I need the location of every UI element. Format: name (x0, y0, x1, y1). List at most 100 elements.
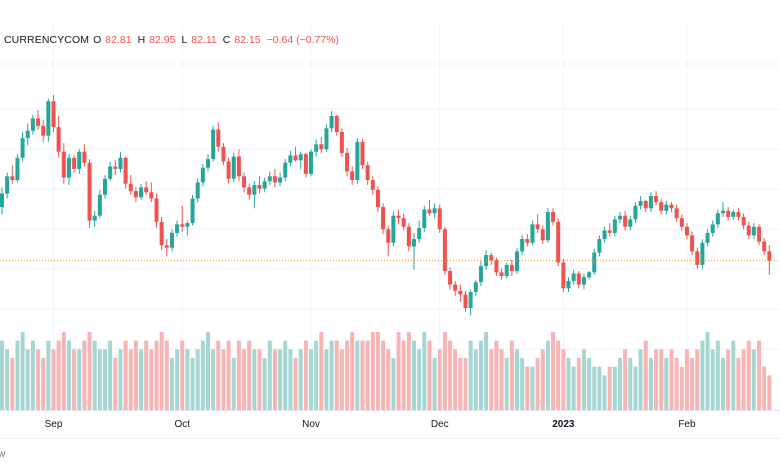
candle (396, 209, 401, 225)
candle-body (309, 151, 313, 174)
candle-body (159, 221, 164, 246)
volume-bar (375, 332, 380, 410)
candle-body (77, 151, 82, 169)
candle (726, 207, 731, 221)
volume-bar (283, 340, 288, 410)
candle-body (180, 224, 185, 227)
volume-bar (77, 349, 82, 410)
volume-bar (690, 358, 695, 410)
candle (190, 194, 195, 226)
candle (695, 247, 700, 269)
candle-body (525, 239, 530, 243)
candlestick-chart[interactable] (0, 24, 780, 410)
candle-body (15, 157, 20, 180)
footer-bar: w (0, 438, 780, 471)
candle-body (247, 187, 252, 195)
candle-body (226, 161, 231, 179)
candle (175, 220, 180, 237)
symbol-name: CURRENCYCOM (4, 34, 90, 46)
candle-body (36, 118, 41, 126)
candle (0, 187, 4, 215)
candle (262, 177, 267, 193)
candle (679, 214, 684, 231)
volume-bar (530, 366, 535, 410)
candle (360, 139, 365, 169)
candle (144, 181, 149, 195)
volume-bar (442, 332, 447, 410)
volume-bar (355, 340, 360, 410)
candle (139, 183, 144, 200)
volume-bar (41, 358, 46, 410)
candle-body (509, 264, 514, 272)
candle (628, 215, 633, 231)
candle-body (607, 230, 612, 233)
candle-body (231, 156, 236, 179)
candle-body (51, 101, 56, 128)
candle-body (710, 224, 715, 233)
volume-bar (638, 349, 643, 410)
low-value: 82.11 (191, 34, 217, 46)
candle (648, 192, 653, 212)
candle (15, 154, 20, 183)
candle (5, 172, 10, 199)
candle-body (762, 241, 767, 252)
candle-body (448, 271, 453, 285)
candle-body (700, 242, 705, 265)
open-label: O (93, 34, 102, 46)
volume-bar (757, 340, 762, 410)
candle (128, 175, 133, 195)
candle (159, 216, 164, 251)
candle-body (381, 207, 386, 230)
candle-body (715, 213, 720, 225)
candle-body (334, 116, 339, 132)
candle-body (113, 166, 118, 169)
candle-body (303, 154, 308, 174)
volume-bar (607, 366, 612, 410)
volume-bar (231, 358, 236, 410)
candle-body (123, 157, 128, 184)
candle-body (674, 208, 679, 219)
candle-body (25, 130, 30, 139)
candle-body (746, 225, 751, 236)
volume-bar (509, 340, 514, 410)
candle-body (396, 215, 401, 219)
chart-area[interactable] (0, 24, 780, 410)
candle-body (695, 251, 700, 265)
open-value: 82.81 (105, 34, 132, 46)
candle-body (267, 176, 272, 182)
candle (715, 209, 720, 228)
candle (618, 212, 622, 224)
grid-lines (0, 24, 780, 410)
candle-body (437, 208, 442, 230)
volume-bar (133, 340, 138, 410)
candle-body (757, 226, 762, 242)
volume-bar (113, 358, 118, 410)
candle (412, 232, 416, 270)
time-axis[interactable]: Sep Oct Nov Dec 2023 Feb (0, 410, 780, 439)
volume-bar (164, 340, 169, 410)
candle-body (144, 187, 149, 193)
candle (118, 151, 123, 173)
candle-body (576, 273, 581, 285)
candle-body (602, 230, 607, 240)
volume-bar (97, 349, 102, 410)
volume-bar (412, 340, 416, 410)
candle-body (726, 210, 731, 217)
volume-bar (401, 340, 406, 410)
candle-body (345, 152, 350, 172)
candle-body (515, 251, 519, 272)
volume-bar (123, 340, 128, 410)
candle (169, 229, 174, 252)
candle-body (494, 260, 499, 273)
candle-body (669, 204, 674, 209)
volume-bar (504, 358, 509, 410)
volume-bar (180, 340, 185, 410)
volume-bar (242, 349, 247, 410)
volume-bar (92, 340, 97, 410)
time-tick-label: 2023 (552, 419, 575, 430)
volume-bar (252, 349, 257, 410)
volume-bar (571, 366, 576, 410)
candle (164, 239, 169, 257)
candle-body (133, 191, 138, 198)
volume-bar (659, 349, 664, 410)
